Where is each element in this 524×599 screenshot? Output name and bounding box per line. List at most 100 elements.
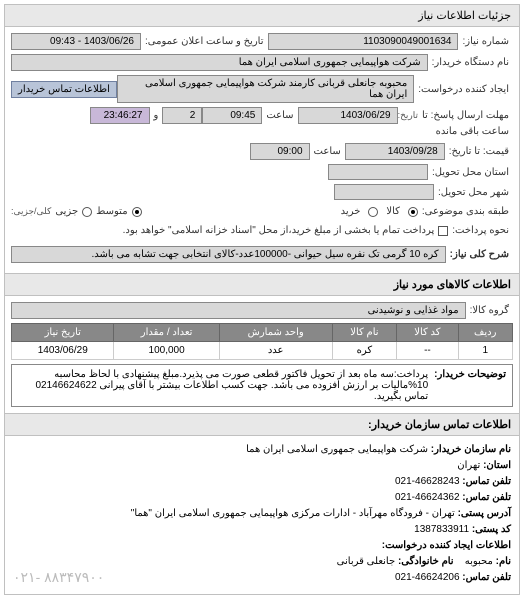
creator-phone: 46624206-021 <box>395 572 460 583</box>
creator-phone-label: تلفن تماس: <box>462 572 511 583</box>
request-number-label: شماره نیاز: <box>458 34 513 49</box>
deadline-date-field: 1403/06/29 <box>298 107 398 124</box>
cell-unit: عدد <box>219 342 332 360</box>
goods-group-field: مواد غذایی و نوشیدنی <box>11 302 466 319</box>
main-title-label: شرح کلی نیاز: <box>446 247 513 262</box>
table-row: 1 -- کره عدد 100,000 1403/06/29 <box>12 342 513 360</box>
row-deadline: مهلت ارسال پاسخ: تا تاریخ: 1403/06/29 سا… <box>11 107 513 139</box>
row-delivery-city: شهر محل تحویل: <box>11 184 513 200</box>
contact-fax: تلفن تماس: 46624362-021 <box>13 490 511 506</box>
goods-section-title: اطلاعات کالاهای مورد نیاز <box>5 273 519 296</box>
time-label-1: ساعت <box>262 108 297 123</box>
delivery-state-field <box>328 164 428 180</box>
contact-badge[interactable]: اطلاعات تماس خریدار <box>11 81 117 98</box>
delivery-state-label: استان محل تحویل: <box>428 165 513 180</box>
remaining-and: و <box>150 108 163 123</box>
goods-body: گروه کالا: مواد غذایی و نوشیدنی ردیف کد … <box>5 296 519 413</box>
creator-section: اطلاعات ایجاد کننده درخواست: <box>13 538 511 554</box>
request-number-field: 1103090049001634 <box>268 33 459 50</box>
contact-phone: تلفن تماس: 46628243-021 <box>13 474 511 490</box>
org-name-label: نام سازمان خریدار: <box>431 444 511 455</box>
main-panel: جزئیات اطلاعات نیاز شماره نیاز: 11030900… <box>4 4 520 595</box>
remaining-days-field: 2 <box>162 107 202 124</box>
family-label: نام خانوادگی: <box>398 556 454 567</box>
explain-box: توضیحات خریدار: پرداخت:سه ماه بعد از تحو… <box>11 364 513 407</box>
row-delivery-state: استان محل تحویل: <box>11 164 513 180</box>
packaging-radio-group: کالا خرید <box>337 204 418 219</box>
delivery-city-field <box>334 184 434 200</box>
remaining-time-field: 23:46:27 <box>90 107 150 124</box>
buyer-device-field: شرکت هواپیمایی جمهوری اسلامی ایران هما <box>11 54 428 71</box>
main-title-field: کره 10 گرمی تک نفره سیل حیوانی -100000عد… <box>11 246 446 263</box>
postal-label: کد پستی: <box>472 524 511 535</box>
partial-sub: کلی/جزیی: <box>11 206 51 217</box>
explain-label: توضیحات خریدار: <box>428 369 506 402</box>
org-name: شرکت هواپیمایی جمهوری اسلامی ایران هما <box>246 444 428 455</box>
state: تهران <box>457 460 480 471</box>
payment-checkbox[interactable] <box>438 226 448 236</box>
phone: 46628243-021 <box>395 476 460 487</box>
packaging-label: طبقه بندی موضوعی: <box>418 204 513 219</box>
family: جانعلی قربانی <box>337 556 396 567</box>
contact-section-title: اطلاعات تماس سازمان خریدار: <box>5 413 519 436</box>
cell-code: -- <box>397 342 458 360</box>
cell-date: 1403/06/29 <box>12 342 114 360</box>
delivery-city-label: شهر محل تحویل: <box>434 185 513 200</box>
deadline-sub: تاریخ: <box>398 110 418 121</box>
goods-group-label: گروه کالا: <box>466 303 513 318</box>
price-until-time-field: 09:00 <box>250 143 310 160</box>
row-main-title: شرح کلی نیاز: کره 10 گرمی تک نفره سیل حی… <box>11 246 513 263</box>
announce-date-field: 1403/06/26 - 09:43 <box>11 33 141 50</box>
postal: 1387833911 <box>414 524 469 535</box>
cell-name: کره <box>332 342 397 360</box>
col-row: ردیف <box>458 324 512 342</box>
row-payment: نحوه پرداخت: پرداخت تمام یا بخشی از مبلغ… <box>11 223 513 238</box>
payment-label: نحوه پرداخت: <box>448 223 513 238</box>
row-goods-group: گروه کالا: مواد غذایی و نوشیدنی <box>11 302 513 319</box>
payment-note: پرداخت تمام یا بخشی از مبلغ خرید،از محل … <box>11 223 438 238</box>
name: محبوبه <box>465 556 493 567</box>
buyer-device-label: نام دستگاه خریدار: <box>428 55 513 70</box>
contact-postal: کد پستی: 1387833911 <box>13 522 511 538</box>
goods-table: ردیف کد کالا نام کالا واحد شمارش تعداد /… <box>11 323 513 360</box>
panel-title: جزئیات اطلاعات نیاز <box>5 5 519 27</box>
deadline-label: مهلت ارسال پاسخ: تا <box>418 108 513 123</box>
col-qty: تعداد / مقدار <box>114 324 219 342</box>
radio-kharid[interactable] <box>368 207 378 217</box>
requester-label: ایجاد کننده درخواست: <box>414 82 513 97</box>
price-until-date-field: 1403/09/28 <box>345 143 445 160</box>
radio-kala[interactable] <box>408 207 418 217</box>
price-until-label: قیمت: تا تاریخ: <box>445 144 513 159</box>
explain-text: پرداخت:سه ماه بعد از تحویل فاکتور قطعی ص… <box>18 369 428 402</box>
medium-label: متوسط <box>92 204 131 219</box>
fax: 46624362-021 <box>395 492 460 503</box>
row-request-number: شماره نیاز: 1103090049001634 تاریخ و ساع… <box>11 33 513 50</box>
phone-label: تلفن تماس: <box>462 476 511 487</box>
col-date: تاریخ نیاز <box>12 324 114 342</box>
contact-state: استان: تهران <box>13 458 511 474</box>
announce-date-label: تاریخ و ساعت اعلان عمومی: <box>141 34 268 49</box>
time-label-2: ساعت <box>310 144 345 159</box>
fax-label: تلفن تماس: <box>462 492 511 503</box>
cell-qty: 100,000 <box>114 342 219 360</box>
row-packaging: طبقه بندی موضوعی: کالا خرید متوسط جزیی ک… <box>11 204 513 219</box>
radio-medium[interactable] <box>132 207 142 217</box>
deadline-time-field: 09:45 <box>202 107 262 124</box>
row-price-until: قیمت: تا تاریخ: 1403/09/28 ساعت 09:00 <box>11 143 513 160</box>
remaining-suffix: ساعت باقی مانده <box>432 124 513 139</box>
col-unit: واحد شمارش <box>219 324 332 342</box>
state-label: استان: <box>483 460 511 471</box>
radio-kharid-label: خرید <box>337 204 365 219</box>
radio-kala-label: کالا <box>382 204 404 219</box>
requester-field: محبوبه جانعلی قربانی کارمند شرکت هواپیما… <box>117 75 414 103</box>
address: تهران - فرودگاه مهرآباد - ادارات مرکزی ه… <box>131 508 455 519</box>
col-code: کد کالا <box>397 324 458 342</box>
radio-partial[interactable] <box>82 207 92 217</box>
contact-address: آدرس پستی: تهران - فرودگاه مهرآباد - ادا… <box>13 506 511 522</box>
col-name: نام کالا <box>332 324 397 342</box>
partial-label: جزیی <box>51 204 82 219</box>
panel-body: شماره نیاز: 1103090049001634 تاریخ و ساع… <box>5 27 519 273</box>
name-label: نام: <box>496 556 511 567</box>
row-requester: ایجاد کننده درخواست: محبوبه جانعلی قربان… <box>11 75 513 103</box>
row-buyer-device: نام دستگاه خریدار: شرکت هواپیمایی جمهوری… <box>11 54 513 71</box>
